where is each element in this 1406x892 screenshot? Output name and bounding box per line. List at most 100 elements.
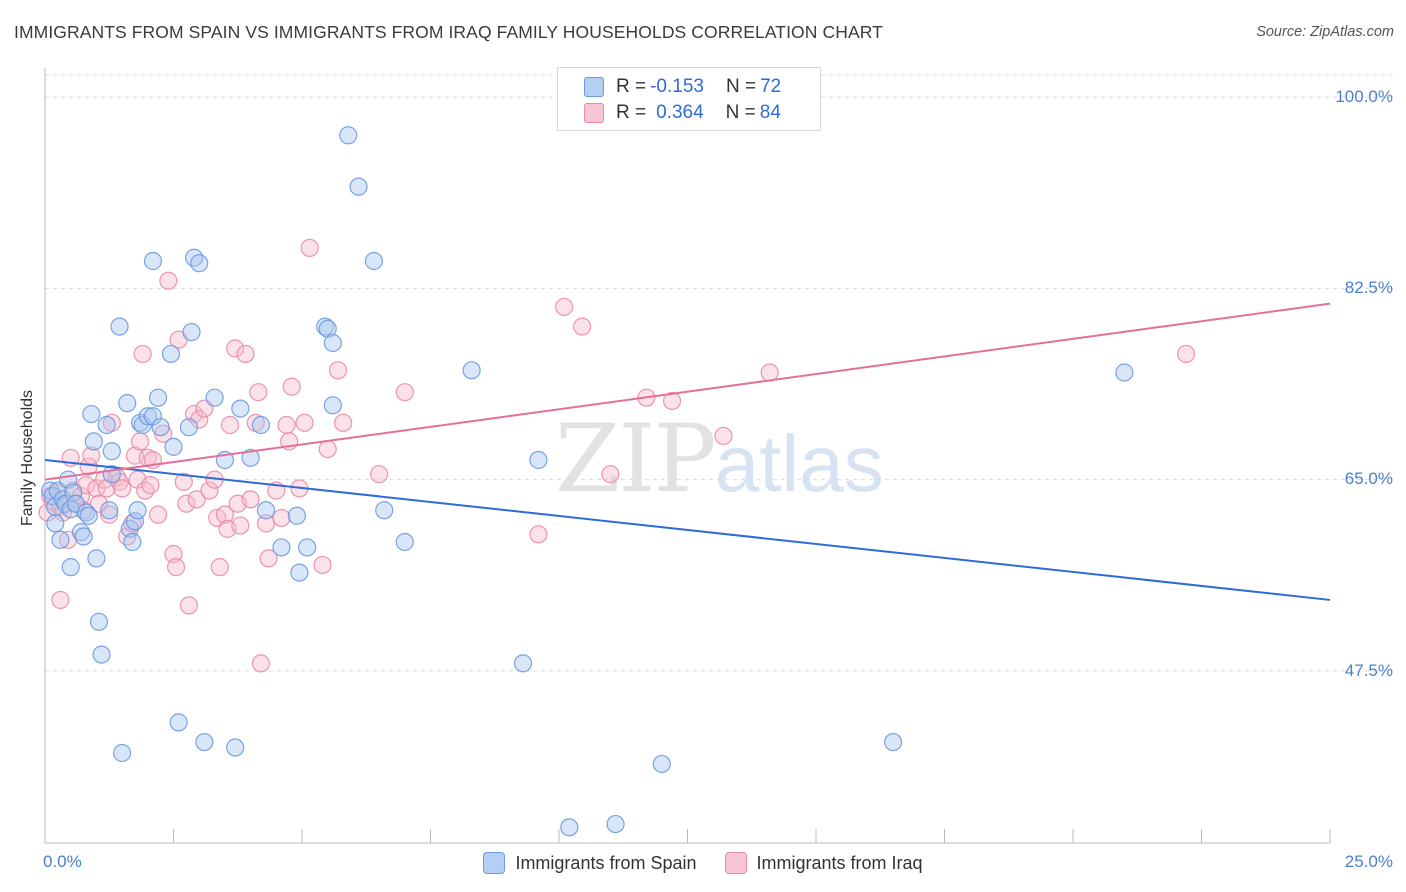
iraq-point xyxy=(174,472,193,491)
legend-row-iraq: R = 0.364 N = 84 xyxy=(584,101,785,125)
iraq-point xyxy=(1176,344,1196,364)
iraq-point xyxy=(395,383,414,402)
spain-legend-swatch xyxy=(483,852,506,874)
spain-point xyxy=(287,506,306,525)
iraq-point xyxy=(241,490,260,509)
zipatlas-watermark: ZIPatlas xyxy=(555,405,884,514)
iraq-point xyxy=(141,476,160,495)
iraq-legend-label: Immigrants from Iraq xyxy=(756,852,923,873)
iraq-point xyxy=(259,549,278,568)
iraq-point xyxy=(215,505,234,524)
spain-point xyxy=(195,732,214,752)
iraq-point xyxy=(601,465,620,484)
iraq-point xyxy=(210,558,229,577)
spain-point xyxy=(395,532,414,552)
spain-point xyxy=(169,713,188,732)
spain-point xyxy=(92,645,111,664)
iraq-point xyxy=(130,432,150,451)
spain-point xyxy=(164,437,183,456)
spain-point xyxy=(79,506,98,525)
iraq-point xyxy=(272,508,291,528)
spain-trend-line xyxy=(44,458,1331,601)
spain-point xyxy=(298,538,317,557)
spain-point xyxy=(375,501,394,520)
spain-point xyxy=(64,483,83,502)
iraq-point xyxy=(318,439,337,459)
spain-point xyxy=(323,396,342,415)
iraq-point xyxy=(313,555,332,575)
chart-title: IMMIGRANTS FROM SPAIN VS IMMIGRANTS FROM… xyxy=(14,22,883,42)
iraq-r-label: R = xyxy=(616,102,647,123)
spain-point xyxy=(349,177,368,196)
iraq-point xyxy=(328,361,348,380)
spain-point xyxy=(251,415,270,435)
spain-point xyxy=(61,558,80,577)
iraq-point xyxy=(231,516,250,535)
iraq-point xyxy=(334,413,353,432)
source-credit: Source: ZipAtlas.com xyxy=(1256,24,1394,40)
correlation-legend: R = -0.153 N = 72 R = 0.364 N = 84 xyxy=(557,67,821,131)
iraq-point xyxy=(277,415,296,435)
y-tick-label: 47.5% xyxy=(1344,661,1393,680)
iraq-point xyxy=(100,505,119,524)
spain-point xyxy=(125,512,145,531)
spain-point xyxy=(179,418,199,437)
iraq-n-label: N = xyxy=(725,102,756,123)
legend-row-spain: R = -0.153 N = 72 xyxy=(584,75,785,99)
y-tick-label: 82.5% xyxy=(1344,278,1393,297)
spain-point xyxy=(110,317,129,336)
spain-point xyxy=(231,399,250,418)
iraq-point xyxy=(249,383,268,402)
iraq-point xyxy=(714,426,733,446)
spain-point xyxy=(84,432,103,451)
iraq-point xyxy=(177,494,196,513)
spain-point xyxy=(148,388,168,407)
spain-point xyxy=(226,738,245,757)
iraq-point xyxy=(529,525,548,544)
spain-point xyxy=(190,254,209,273)
iraq-point xyxy=(370,465,389,484)
spain-point xyxy=(256,501,276,520)
spain-point xyxy=(184,248,204,267)
iraq-point xyxy=(179,596,199,615)
spain-point xyxy=(606,814,625,834)
spain-point xyxy=(339,126,358,145)
iraq-point xyxy=(300,238,319,257)
spain-point xyxy=(652,754,671,774)
iraq-point xyxy=(662,391,682,411)
iraq-point xyxy=(226,339,245,358)
iraq-n-value: 84 xyxy=(759,102,781,123)
spain-point xyxy=(97,415,116,435)
x-tick-label-max: 25.0% xyxy=(1344,852,1393,871)
iraq-trend-line xyxy=(44,302,1331,481)
x-tick-label-min: 0.0% xyxy=(43,852,82,871)
spain-n-label: N = xyxy=(725,76,757,97)
spain-point xyxy=(290,563,309,582)
spain-point xyxy=(513,654,533,673)
spain-point xyxy=(241,448,260,467)
spain-point xyxy=(318,319,337,338)
iraq-point xyxy=(760,363,779,382)
watermark-atlas: atlas xyxy=(714,419,884,508)
spain-point xyxy=(138,407,157,426)
spain-point xyxy=(77,503,96,522)
iraq-point xyxy=(148,505,168,524)
spain-r-value: -0.153 xyxy=(650,76,704,97)
legend-item-spain: Immigrants from Spain xyxy=(483,852,697,874)
spain-point xyxy=(143,251,163,271)
iraq-point xyxy=(251,654,270,673)
spain-point xyxy=(316,317,335,336)
y-axis-label: Family Households xyxy=(19,389,36,527)
spain-point xyxy=(82,404,101,424)
y-tick-label: 100.0% xyxy=(1335,87,1393,106)
spain-point xyxy=(102,442,121,461)
spain-point xyxy=(151,418,170,437)
spain-point xyxy=(118,394,137,413)
y-tick-label: 65.0% xyxy=(1344,469,1393,488)
iraq-point xyxy=(51,590,70,610)
spain-n-value: 72 xyxy=(760,76,782,97)
spain-swatch xyxy=(584,77,604,97)
spain-legend-label: Immigrants from Spain xyxy=(515,852,697,873)
spain-point xyxy=(529,450,548,470)
spain-point xyxy=(112,743,132,763)
